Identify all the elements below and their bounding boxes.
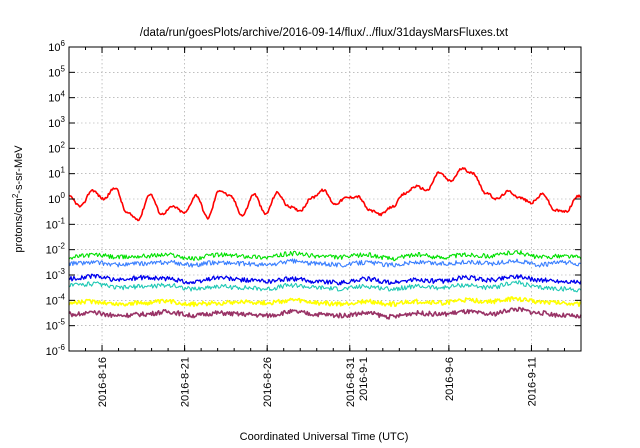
series-line (68, 296, 582, 308)
series-line (68, 258, 582, 268)
y-tick-label: 10-1 (46, 216, 66, 231)
x-tick-label: 2016-8-16 (97, 357, 109, 407)
x-tick-label: 2016-9-11 (526, 357, 538, 406)
series-line (68, 250, 582, 262)
chart-title: /data/run/goesPlots/archive/2016-09-14/f… (140, 27, 509, 39)
x-tick-label: 2016-8-26 (262, 357, 274, 407)
y-tick-label: 10-6 (46, 343, 66, 358)
y-tick-label: 102 (48, 140, 65, 155)
y-tick-label: 103 (48, 115, 65, 130)
x-axis-label: Coordinated Universal Time (UTC) (240, 431, 409, 443)
x-tick-label: 2016-9-6 (444, 357, 456, 401)
series-lines (68, 167, 582, 320)
x-tick-label: 2016-9-1 (358, 357, 370, 401)
x-tick-label: 2016-8-31 (345, 357, 357, 407)
x-axis-ticks: 2016-8-16 2016-8-21 2016-8-26 2016-8-31 2016… (85, 47, 565, 407)
y-tick-label: 10-3 (46, 267, 66, 282)
y-tick-label: 10-2 (46, 242, 66, 257)
y-tick-label: 10-5 (46, 318, 66, 333)
y-tick-label: 101 (48, 166, 65, 181)
series-line (68, 273, 582, 286)
y-axis-label: protons/cm2-s-sr-MeV (11, 145, 25, 253)
y-axis-ticks: 10-6 10-5 10-4 10-3 10-2 10-1 100 101 102 103 104 1… (46, 39, 581, 358)
y-tick-label: 105 (48, 64, 65, 79)
x-tick-label: 2016-8-21 (180, 357, 192, 407)
series-line (68, 306, 582, 320)
series-line (68, 167, 582, 222)
y-tick-label: 100 (48, 191, 65, 206)
y-tick-label: 10-4 (46, 292, 66, 307)
y-tick-label: 104 (48, 90, 65, 105)
series-line (69, 280, 582, 293)
y-tick-label: 106 (48, 39, 65, 54)
